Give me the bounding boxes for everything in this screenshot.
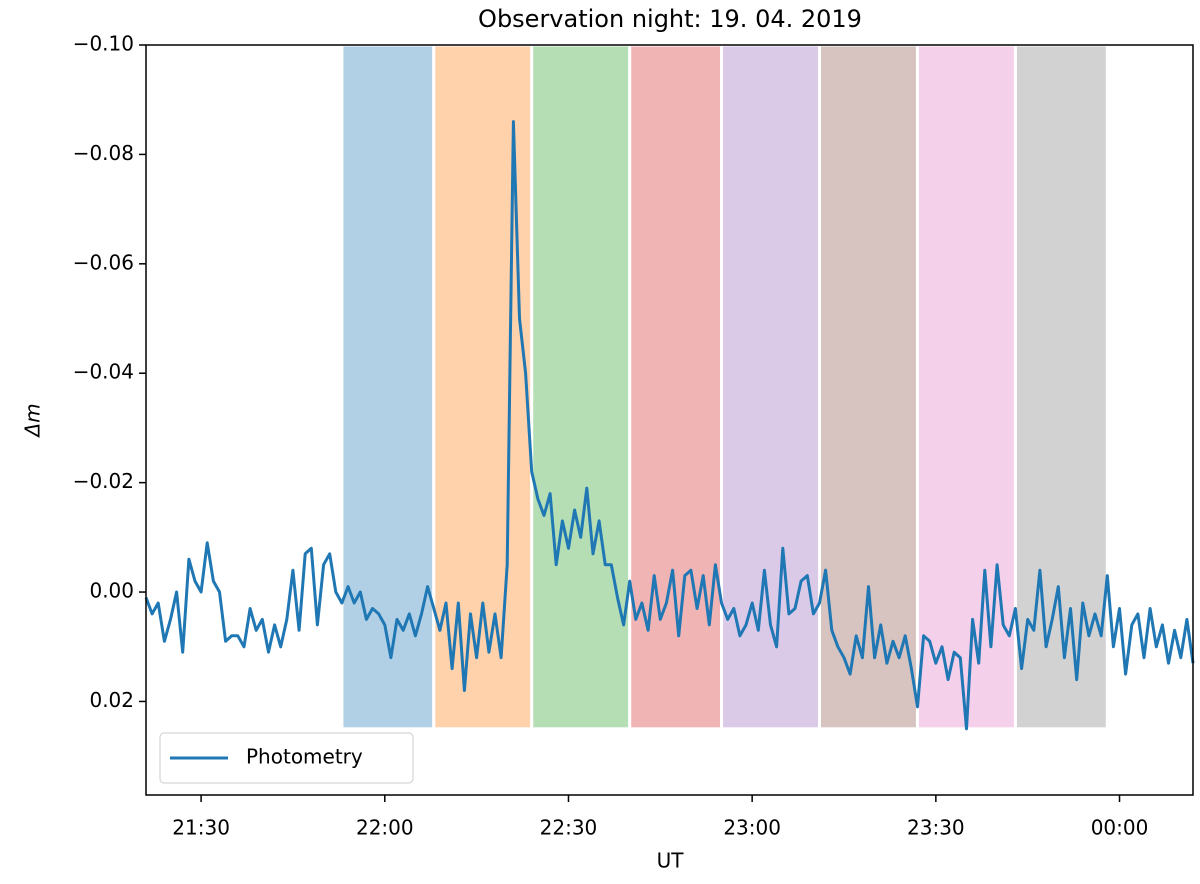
x-tick-label: 22:30 <box>540 816 598 840</box>
highlight-band <box>530 43 632 731</box>
x-tick-label: 23:00 <box>723 816 781 840</box>
highlight-band <box>915 43 1017 731</box>
x-axis-label: UT <box>657 849 685 873</box>
legend-label: Photometry <box>246 745 363 769</box>
y-tick-label: −0.10 <box>73 32 134 56</box>
y-tick-label: −0.06 <box>73 250 134 274</box>
y-tick-label: 0.02 <box>89 688 134 712</box>
highlight-band <box>340 43 436 731</box>
data-line <box>144 120 1195 731</box>
y-tick-label: −0.02 <box>73 469 134 493</box>
highlight-band <box>818 43 919 731</box>
x-tick-label: 21:30 <box>172 816 230 840</box>
x-tick-label: 23:30 <box>907 816 965 840</box>
y-tick-label: 0.00 <box>89 579 134 603</box>
plot-frame <box>145 44 1194 796</box>
y-tick-label: −0.04 <box>73 360 134 384</box>
x-tick-label: 22:00 <box>356 816 414 840</box>
x-tick-label: 00:00 <box>1091 816 1149 840</box>
highlight-band <box>628 43 724 731</box>
legend-box <box>159 732 414 784</box>
chart-title: Observation night: 19. 04. 2019 <box>478 5 862 33</box>
y-tick-label: −0.08 <box>73 141 134 165</box>
y-axis-label: Δm <box>21 403 45 438</box>
